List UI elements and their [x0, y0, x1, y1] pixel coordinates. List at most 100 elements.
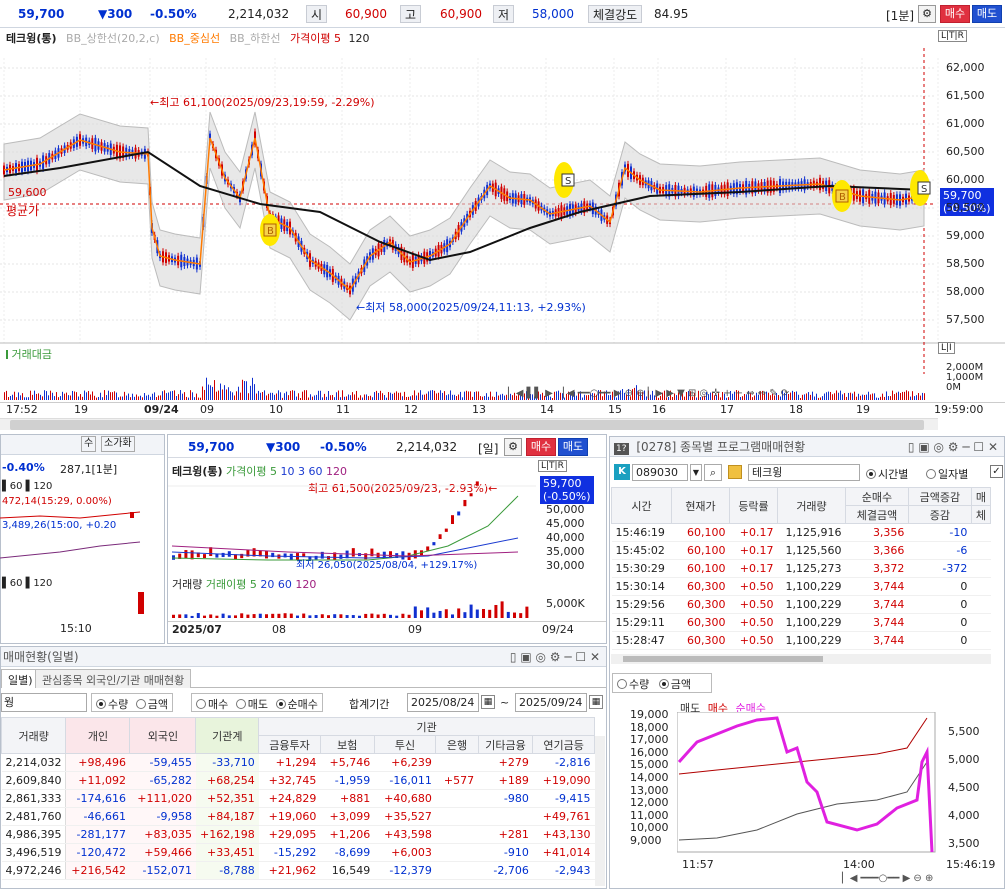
program-row[interactable]: 15:30:29 60,100 +0.17 1,125,273 3,372 -372	[611, 559, 991, 578]
settings-gear-icon[interactable]: ⚙	[918, 5, 936, 23]
volume-bar	[366, 394, 367, 400]
investor-date-to-calendar-icon[interactable]: ▦	[589, 695, 603, 709]
volume-bar	[850, 392, 851, 400]
daily-price-chart[interactable]	[168, 476, 536, 572]
buy-signal-icon[interactable]	[263, 223, 277, 237]
program-cell: 15:28:47	[611, 631, 672, 650]
daily-settings-gear-icon[interactable]: ⚙	[504, 438, 522, 456]
volume-bar	[158, 395, 159, 400]
investor-row[interactable]: 2,214,032 +98,496 -59,455 -33,710 +1,294 +5,7…	[1, 753, 595, 772]
program-row[interactable]: 15:46:19 60,100 +0.17 1,125,916 3,356 -10	[611, 523, 991, 542]
program-search-icon[interactable]: ⌕	[704, 464, 722, 481]
investor-row[interactable]: 2,861,333 -174,616 +111,020 +52,351 +24,829 +…	[1, 789, 595, 808]
volume-bar	[538, 391, 539, 400]
program-radio-day[interactable]: 일자별	[926, 466, 968, 482]
investor-window-controls[interactable]: ▯ ▣ ◎ ⚙ ─ ☐ ✕	[509, 650, 600, 664]
investor-row[interactable]: 2,481,760 -46,661 -9,958 +84,187 +19,060 +3,0…	[1, 807, 595, 826]
investor-radio-qty[interactable]: 수량	[96, 698, 128, 711]
investor-tab-daily[interactable]: 일별)	[1, 669, 40, 688]
program-chart-controls[interactable]: ▏◀ ━━━○━━ ▶ ⊖ ⊕	[842, 873, 934, 884]
main-scrollbar-thumb[interactable]	[10, 420, 924, 430]
investor-row[interactable]: 3,496,519 -120,472 +59,466 +33,451 -15,292 -8…	[1, 843, 595, 862]
volume-bar	[820, 397, 821, 400]
volume-bar	[704, 395, 705, 400]
daily-sell-button[interactable]: 매도	[558, 438, 588, 456]
time-tick: 09	[200, 403, 214, 416]
daily-ltr[interactable]: L|T|R	[538, 460, 567, 472]
daily-buy-button[interactable]: 매수	[526, 438, 556, 456]
investor-cell: +43,598	[374, 825, 436, 844]
legend-bb-lower: BB_하한선	[229, 32, 281, 45]
investor-date-to[interactable]: 2025/09/24	[515, 693, 587, 712]
daily-period[interactable]: [일]	[478, 442, 499, 456]
volume-bar	[196, 393, 197, 400]
investor-radio-buy[interactable]: 매수	[196, 698, 228, 711]
program-checkbox[interactable]: ✓	[990, 465, 1003, 478]
sell-signal-icon[interactable]	[561, 173, 575, 187]
period-label[interactable]: [1분]	[886, 9, 915, 23]
program-row[interactable]: 15:28:47 60,300 +0.50 1,100,229 3,744 0	[611, 631, 991, 650]
buy-signal-icon[interactable]	[835, 189, 849, 203]
program-row[interactable]: 15:29:11 60,300 +0.50 1,100,229 3,744 0	[611, 613, 991, 632]
volume-ltr-buttons[interactable]: L|I	[938, 342, 955, 354]
program-radio-amt[interactable]: 금액	[658, 678, 691, 691]
program-cell: 1,125,273	[777, 559, 846, 578]
volume-chart[interactable]	[0, 374, 1005, 402]
investor-radio-net[interactable]: 순매수	[275, 698, 318, 711]
program-row[interactable]: 15:45:02 60,100 +0.17 1,125,560 3,366 -6	[611, 541, 991, 560]
daily-volume-bar	[407, 614, 411, 618]
time-tick: 19	[856, 403, 870, 416]
sell-signal-icon[interactable]	[917, 181, 931, 195]
program-scroll-thumb[interactable]	[623, 656, 823, 662]
program-col-delta-select[interactable]: 금액증감	[907, 487, 972, 506]
volume-bar	[814, 396, 815, 400]
volume-bar	[218, 390, 219, 400]
program-window-controls[interactable]: ▯ ▣ ◎ ⚙ ─ ☐ ✕	[907, 440, 998, 454]
buy-button[interactable]: 매수	[940, 5, 970, 23]
investor-date-from[interactable]: 2025/08/24	[407, 693, 479, 712]
mini-left-toolbar: 수 소가화	[1, 435, 164, 455]
investor-vscroll[interactable]	[595, 736, 605, 886]
investor-col-volume: 거래량	[0, 717, 67, 754]
program-cell: 3,744	[845, 631, 909, 650]
investor-row[interactable]: 4,972,246 +216,542 -152,071 -8,788 +21,962 16…	[1, 861, 595, 880]
investor-cell: 3,496,519	[1, 843, 67, 862]
sell-button[interactable]: 매도	[972, 5, 1002, 23]
program-k-icon[interactable]: K	[614, 464, 630, 480]
investor-radio-amt[interactable]: 금액	[135, 698, 168, 711]
mini-left-btn2[interactable]: 소가화	[101, 436, 135, 452]
program-radio-qty[interactable]: 수량	[617, 678, 649, 691]
volume-bar	[564, 397, 565, 400]
investor-cell: +35,527	[374, 807, 436, 826]
program-help-icon[interactable]: 1?	[614, 443, 629, 455]
price-chart[interactable]: B B S S	[0, 28, 1005, 374]
volume-bar	[460, 391, 461, 400]
chart-controls[interactable]: ▏◀ ▌▌ ▶ ▕ ◀ ━━○━━ ▶ ⊖ ⊕ ▏▶ ▶ ▼ ⊞ ◎ ✛ + −…	[508, 388, 790, 399]
program-table-scrollbar[interactable]	[611, 654, 991, 664]
investor-date-from-calendar-icon[interactable]: ▦	[481, 695, 495, 709]
investor-radio-sell[interactable]: 매도	[235, 698, 268, 711]
program-chart[interactable]	[677, 712, 937, 854]
volume-bar	[136, 394, 137, 400]
daily-legend-10: 10	[280, 465, 295, 478]
volume-bar	[740, 396, 741, 400]
volume-bar	[462, 397, 463, 400]
investor-tab-interest[interactable]: 관심종목 외국인/기관 매매현황	[35, 669, 192, 688]
investor-code-field[interactable]: 웡	[1, 693, 87, 712]
daily-candle	[209, 547, 213, 557]
daily-price: 59,700	[188, 440, 235, 454]
program-code-dropdown-icon[interactable]: ▼	[690, 464, 702, 481]
ltr-buttons[interactable]: L|T|R	[938, 30, 967, 42]
main-scrollbar[interactable]	[0, 418, 938, 430]
investor-row[interactable]: 4,986,395 -281,177 +83,035 +162,198 +29,095 +…	[1, 825, 595, 844]
investor-cell: +1,206	[320, 825, 375, 844]
investor-col-otherfin: 기타금융	[477, 735, 534, 754]
program-radio-time[interactable]: 시간별	[866, 466, 908, 482]
volume-bar	[670, 390, 671, 400]
investor-row[interactable]: 2,609,840 +11,092 -65,282 +68,254 +32,745 -1,…	[1, 771, 595, 790]
mini-left-btn1[interactable]: 수	[81, 436, 97, 452]
program-folder-icon[interactable]	[728, 465, 742, 479]
program-code-input[interactable]: 089030	[632, 464, 688, 481]
program-row[interactable]: 15:30:14 60,300 +0.50 1,100,229 3,744 0	[611, 577, 991, 596]
program-row[interactable]: 15:29:56 60,300 +0.50 1,100,229 3,744 0	[611, 595, 991, 614]
